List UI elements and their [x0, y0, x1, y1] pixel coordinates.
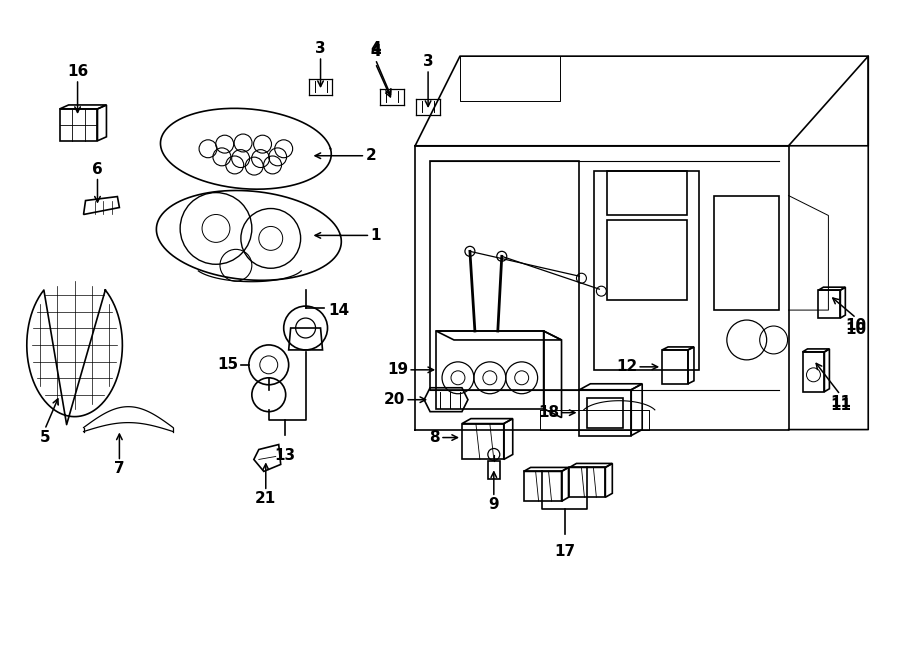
Text: 2: 2: [365, 148, 376, 163]
Text: 11: 11: [830, 395, 850, 410]
Text: 18: 18: [538, 405, 560, 420]
Text: 10: 10: [846, 322, 867, 337]
Text: 9: 9: [489, 497, 500, 512]
Text: 4: 4: [370, 41, 381, 56]
Text: 21: 21: [256, 491, 276, 506]
Text: 10: 10: [846, 318, 867, 333]
Text: 11: 11: [830, 398, 850, 412]
Text: 3: 3: [315, 41, 326, 56]
Text: 20: 20: [383, 392, 405, 407]
Text: 15: 15: [218, 358, 238, 372]
Text: 13: 13: [274, 447, 295, 463]
Text: 16: 16: [67, 64, 88, 79]
Text: 5: 5: [40, 430, 50, 445]
Text: 3: 3: [423, 54, 434, 69]
Text: 8: 8: [429, 430, 440, 445]
Text: 14: 14: [328, 303, 349, 317]
Text: 7: 7: [114, 461, 125, 477]
Text: 17: 17: [554, 544, 575, 559]
Text: 19: 19: [387, 362, 409, 377]
Text: 6: 6: [92, 162, 103, 176]
Text: 12: 12: [616, 360, 637, 374]
Text: 4: 4: [370, 44, 381, 59]
Text: 1: 1: [370, 228, 381, 243]
Text: 4: 4: [370, 44, 381, 59]
